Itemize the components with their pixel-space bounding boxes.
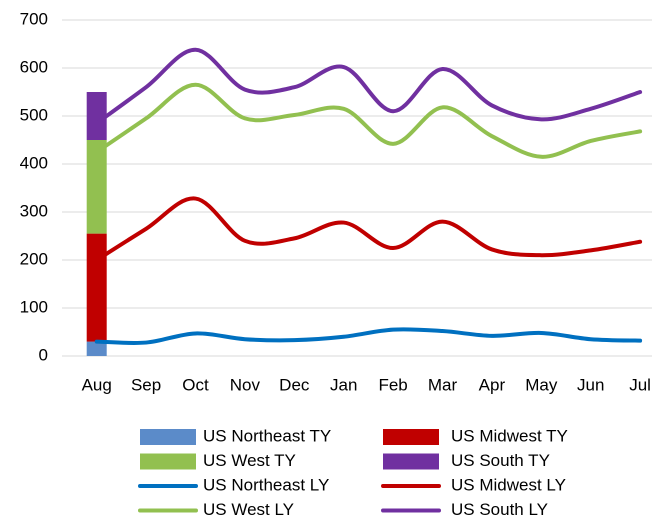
y-tick-label: 300 [20,201,48,220]
y-tick-label: 200 [20,249,48,268]
y-tick-label: 700 [20,9,48,28]
x-tick-label: May [525,375,558,394]
y-tick-label: 400 [20,153,48,172]
legend-label: US Northeast TY [203,426,331,445]
x-tick-label: Jul [629,375,651,394]
x-tick-label: Feb [378,375,407,394]
line [94,82,643,159]
legend-swatch [140,453,196,470]
x-tick-label: Jun [577,375,604,394]
x-tick-label: Sep [131,375,161,394]
bar [86,233,107,342]
legend-label: US West TY [203,451,296,470]
legend-label: US West LY [203,500,294,519]
legend-label: US South LY [451,500,548,519]
legend-label: US Northeast LY [203,475,329,494]
line [94,327,643,346]
line [94,196,643,262]
x-tick-label: Nov [230,375,261,394]
legend-swatch [383,429,439,445]
y-tick-label: 100 [20,297,48,316]
x-tick-label: Dec [279,375,310,394]
x-tick-label: Jan [330,375,357,394]
bar [86,140,107,234]
legend-label: US Midwest LY [451,475,566,494]
x-tick-label: Aug [82,375,112,394]
legend-label: US Midwest TY [451,426,568,445]
x-tick-label: Oct [182,375,209,394]
y-tick-label: 600 [20,57,48,76]
y-tick-label: 0 [39,345,48,364]
y-tick-label: 500 [20,105,48,124]
bar [86,92,107,140]
x-tick-label: Mar [428,375,458,394]
legend-label: US South TY [451,451,550,470]
legend-swatch [140,429,196,445]
legend-swatch [383,453,439,470]
x-tick-label: Apr [479,375,506,394]
bar [86,341,107,356]
line [94,47,643,126]
